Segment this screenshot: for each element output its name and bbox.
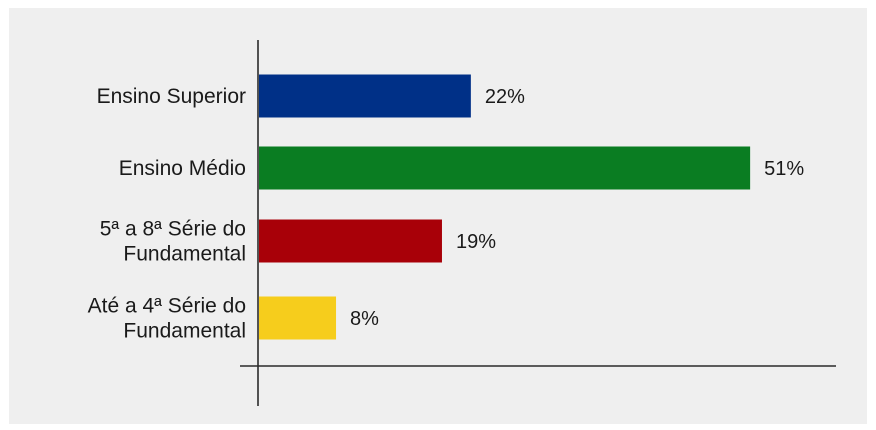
bar-1 (259, 146, 751, 190)
category-label-1: Ensino Médio (119, 157, 246, 180)
value-label-2: 19% (456, 231, 496, 253)
bar-2 (259, 219, 442, 263)
value-label-3: 8% (350, 308, 379, 330)
bar-0 (259, 74, 471, 118)
value-label-1: 51% (764, 158, 804, 180)
category-label-0: Ensino Superior (97, 85, 246, 108)
bar-3 (259, 296, 337, 340)
category-label-3-line-0: Até a 4ª Série do (88, 295, 246, 318)
category-label-2-line-1: Fundamental (123, 243, 246, 266)
value-label-0: 22% (485, 86, 525, 108)
category-label-2-line-0: 5ª a 8ª Série do (100, 218, 246, 241)
category-label-3-line-1: Fundamental (123, 320, 246, 343)
